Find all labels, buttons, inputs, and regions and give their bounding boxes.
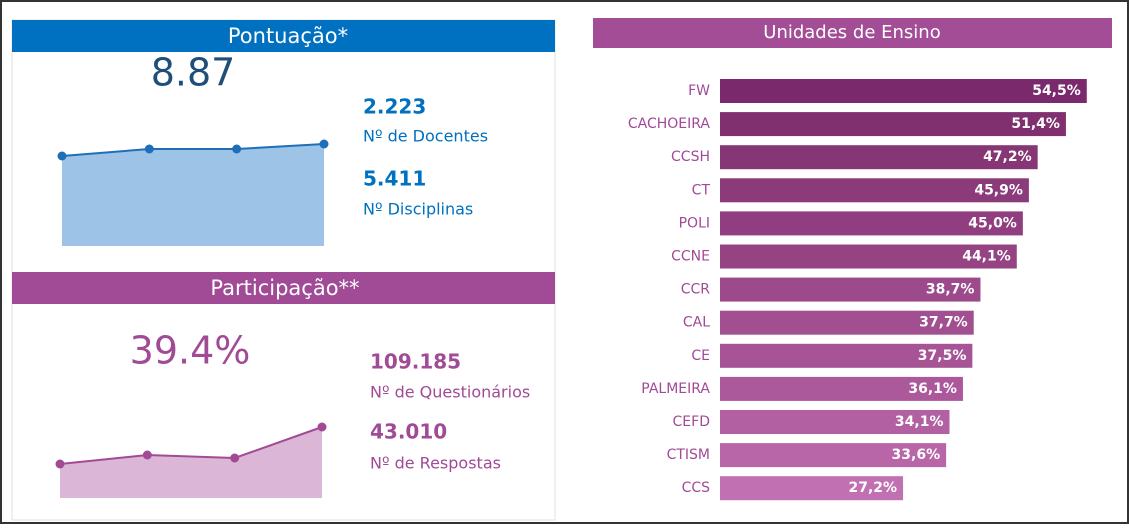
stat-label: Nº de Respostas [370, 454, 501, 473]
point [230, 453, 240, 463]
bar [720, 178, 1029, 203]
value-label: 27,2% [848, 480, 897, 496]
category-label: CTISM [667, 447, 710, 463]
bar [720, 211, 1023, 236]
bar [720, 476, 904, 501]
pontuacao-kpi: 8.87 [151, 51, 236, 95]
category-label: CCR [681, 282, 711, 298]
category-label: CT [692, 182, 711, 198]
bar [720, 145, 1038, 170]
category-label: CAL [683, 315, 710, 331]
category-label: FW [688, 83, 710, 99]
category-label: PALMEIRA [641, 381, 710, 397]
point [57, 151, 67, 161]
line [61, 143, 325, 157]
stat-value: 43.010 [370, 420, 447, 444]
value-label: 51,4% [1011, 116, 1060, 132]
point [142, 450, 152, 460]
stat-label: Nº Disciplinas [363, 200, 473, 219]
area [62, 144, 324, 246]
category-label: CCS [682, 480, 711, 496]
area [60, 427, 322, 498]
value-label: 33,6% [892, 447, 941, 463]
category-label: POLI [679, 215, 710, 231]
bar [720, 277, 981, 302]
participacao-kpi: 39.4% [130, 329, 251, 373]
stat-value: 109.185 [370, 350, 461, 374]
participacao-title: Participação** [210, 276, 359, 300]
bar [720, 443, 947, 468]
value-label: 54,5% [1032, 83, 1081, 99]
stat-label: Nº de Questionários [370, 383, 530, 402]
category-label: CE [691, 348, 710, 364]
value-label: 37,5% [918, 348, 967, 364]
category-label: CCNE [671, 249, 710, 265]
pontuacao-title: Pontuação* [228, 24, 348, 48]
point [55, 459, 65, 469]
bar [720, 376, 963, 401]
participacao-header [12, 272, 555, 304]
left-panel [11, 19, 556, 521]
value-label: 37,7% [919, 315, 968, 331]
category-label: CACHOEIRA [628, 116, 711, 132]
stat-value: 5.411 [363, 167, 426, 191]
point [317, 422, 327, 432]
pontuacao-header [12, 20, 555, 52]
line [59, 426, 323, 465]
value-label: 34,1% [895, 414, 944, 430]
stat-label: Nº de Docentes [363, 127, 488, 146]
units-title: Unidades de Ensino [763, 22, 940, 43]
bar [720, 410, 950, 434]
bar [720, 112, 1066, 137]
value-label: 45,9% [974, 182, 1023, 198]
bar [720, 79, 1087, 103]
value-label: 38,7% [926, 282, 975, 298]
point [232, 144, 242, 154]
value-label: 47,2% [983, 149, 1032, 165]
point [144, 144, 154, 154]
bar [720, 310, 974, 335]
value-label: 36,1% [908, 381, 957, 397]
category-label: CCSH [671, 149, 710, 165]
units-header [593, 18, 1112, 48]
bar [720, 343, 973, 368]
value-label: 44,1% [962, 249, 1011, 265]
category-label: CEFD [673, 414, 710, 430]
bar [720, 244, 1017, 269]
point [319, 139, 329, 149]
value-label: 45,0% [968, 215, 1017, 231]
stat-value: 2.223 [363, 95, 426, 119]
